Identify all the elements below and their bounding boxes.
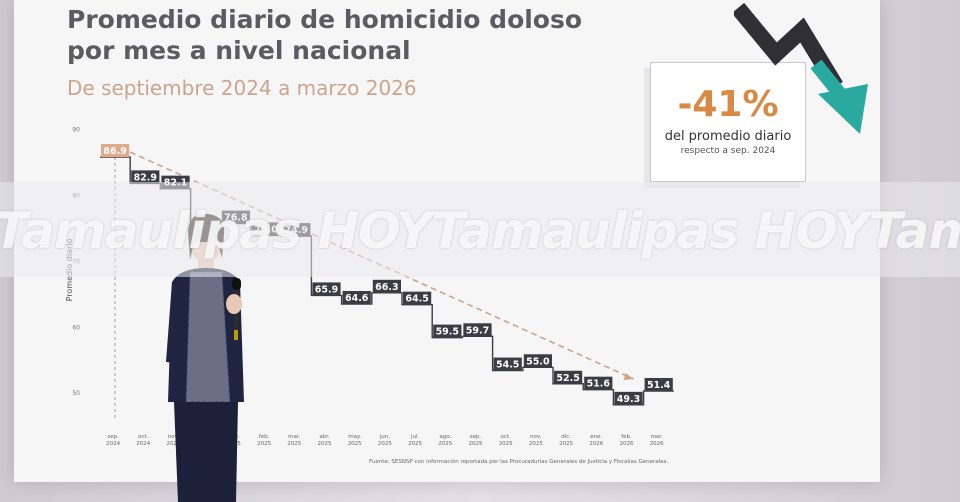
value-box xyxy=(403,291,432,305)
x-tick-year: 2026 xyxy=(589,441,603,447)
value-box xyxy=(372,279,401,293)
reduction-callout: -41% del promedio diario respecto a sep.… xyxy=(650,62,806,182)
x-tick-month: dic. xyxy=(561,434,571,440)
x-tick-month: jun. xyxy=(379,434,390,440)
value-box xyxy=(644,378,673,391)
x-tick-month: jul. xyxy=(410,434,420,440)
value-box xyxy=(493,357,522,371)
x-tick-year: 2025 xyxy=(499,441,513,447)
value-label: 55.0 xyxy=(526,356,550,367)
watermark-band: Tamaulipas HOYTamaulipas HOYTamaulipas H… xyxy=(0,182,960,277)
x-tick-month: feb. xyxy=(621,434,632,440)
x-tick-year: 2025 xyxy=(408,441,422,447)
value-label: 59.5 xyxy=(436,327,459,338)
x-tick-month: mar. xyxy=(288,434,300,440)
value-box xyxy=(433,324,462,338)
watermark-text: Tamaulipas HOYTamaulipas HOYTamaulipas H… xyxy=(0,202,960,260)
value-label: 86.9 xyxy=(103,146,126,157)
x-tick-month: ene. xyxy=(590,434,602,440)
trend-down-arrow-icon xyxy=(734,2,868,134)
title-line-2: por mes a nivel nacional xyxy=(67,36,411,65)
x-tick-month: oct. xyxy=(501,434,512,440)
value-box xyxy=(554,370,583,384)
x-tick-year: 2025 xyxy=(257,441,271,447)
callout-label: del promedio diario xyxy=(664,129,792,144)
value-box xyxy=(523,354,552,368)
x-tick-year: 2024 xyxy=(106,441,120,447)
value-label: 52.5 xyxy=(556,373,579,384)
value-label: 66.3 xyxy=(375,282,398,293)
value-box xyxy=(584,376,613,390)
x-tick-year: 2025 xyxy=(438,441,452,447)
x-tick-year: 2024 xyxy=(136,441,150,447)
callout-reference: respecto a sep. 2024 xyxy=(680,146,776,156)
y-tick-label: 60 xyxy=(72,324,80,331)
x-tick-year: 2025 xyxy=(318,441,332,447)
value-label: 65.9 xyxy=(315,284,338,295)
x-tick-year: 2025 xyxy=(529,441,543,447)
x-tick-year: 2026 xyxy=(620,441,634,447)
x-tick-year: 2025 xyxy=(559,441,573,447)
x-tick-year: 2026 xyxy=(650,441,664,447)
value-box xyxy=(463,323,492,337)
x-tick-month: mar. xyxy=(651,434,663,440)
x-tick-month: sep. xyxy=(470,434,482,440)
chart-subtitle: De septiembre 2024 a marzo 2026 xyxy=(67,76,417,100)
x-tick-month: ago. xyxy=(439,434,451,440)
trend-arrowhead xyxy=(623,373,634,380)
x-tick-year: 2025 xyxy=(378,441,392,447)
x-tick-month: nov. xyxy=(530,434,542,440)
value-box xyxy=(342,291,371,304)
x-tick-month: abr. xyxy=(319,434,330,440)
x-tick-month: oct. xyxy=(138,434,149,440)
value-label: 64.6 xyxy=(345,293,369,304)
y-tick-label: 50 xyxy=(72,390,80,397)
x-tick-month: feb. xyxy=(259,434,270,440)
value-label: 51.4 xyxy=(647,380,671,391)
value-label: 54.5 xyxy=(496,360,519,371)
value-box xyxy=(312,282,341,296)
value-label: 82.9 xyxy=(134,172,157,183)
value-label: 59.7 xyxy=(466,325,489,336)
value-box xyxy=(101,144,130,158)
value-label: 49.3 xyxy=(617,394,640,405)
value-label: 64.5 xyxy=(405,294,428,305)
chart-source: Fuente: SESNSP con información reportada… xyxy=(369,459,669,465)
x-tick-year: 2025 xyxy=(469,441,483,447)
y-tick-label: 90 xyxy=(72,127,80,134)
value-label: 51.6 xyxy=(587,379,611,390)
x-tick-month: nov. xyxy=(168,434,180,440)
x-tick-year: 2025 xyxy=(348,441,362,447)
x-tick-year: 2024 xyxy=(167,441,181,447)
value-box xyxy=(614,391,643,405)
value-box xyxy=(131,170,160,184)
presenter-figure xyxy=(166,213,244,502)
x-tick-month: sep. xyxy=(107,434,119,440)
x-tick-year: 2025 xyxy=(287,441,301,447)
title-line-1: Promedio diario de homicidio doloso xyxy=(67,5,583,34)
x-tick-month: may. xyxy=(348,434,361,440)
reduction-percent: -41% xyxy=(677,84,779,125)
chart-title: Promedio diario de homicidio doloso por m… xyxy=(67,4,582,66)
